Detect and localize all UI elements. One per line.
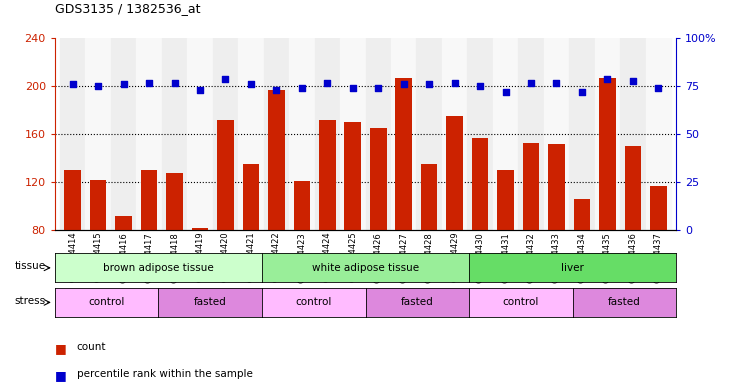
Bar: [243, 164, 260, 230]
Bar: [90, 180, 107, 230]
Point: [92, 83, 104, 89]
Bar: [391, 38, 417, 230]
Bar: [268, 90, 284, 230]
Text: percentile rank within the sample: percentile rank within the sample: [77, 369, 253, 379]
Bar: [294, 181, 310, 230]
Point: [627, 78, 639, 84]
Bar: [523, 143, 539, 230]
Point: [576, 89, 588, 95]
Text: white adipose tissue: white adipose tissue: [312, 263, 419, 273]
Text: tissue: tissue: [15, 262, 46, 271]
Bar: [595, 38, 620, 230]
Bar: [187, 38, 213, 230]
Point: [474, 83, 486, 89]
Bar: [366, 38, 391, 230]
Text: ■: ■: [55, 342, 67, 355]
Bar: [344, 122, 361, 230]
Bar: [370, 128, 387, 230]
Bar: [493, 38, 518, 230]
Point: [322, 79, 333, 86]
Bar: [166, 173, 183, 230]
Bar: [548, 144, 565, 230]
Bar: [544, 38, 569, 230]
Bar: [447, 116, 463, 230]
Bar: [340, 38, 366, 230]
Point: [143, 79, 155, 86]
Bar: [86, 38, 111, 230]
Text: fasted: fasted: [401, 297, 433, 308]
Bar: [395, 78, 412, 230]
Bar: [217, 120, 234, 230]
Point: [219, 76, 231, 82]
Bar: [497, 170, 514, 230]
Bar: [467, 38, 493, 230]
Bar: [645, 38, 671, 230]
Point: [169, 79, 181, 86]
Text: ■: ■: [55, 369, 67, 382]
Point: [449, 79, 461, 86]
Text: liver: liver: [561, 263, 584, 273]
Text: control: control: [503, 297, 539, 308]
Bar: [620, 38, 645, 230]
Text: control: control: [88, 297, 125, 308]
Text: brown adipose tissue: brown adipose tissue: [103, 263, 213, 273]
Point: [118, 81, 129, 88]
Point: [372, 85, 384, 91]
Bar: [264, 38, 289, 230]
Bar: [289, 38, 314, 230]
Bar: [599, 78, 616, 230]
Point: [270, 87, 282, 93]
Text: count: count: [77, 342, 106, 352]
Bar: [569, 38, 595, 230]
Bar: [213, 38, 238, 230]
Text: control: control: [295, 297, 332, 308]
Bar: [238, 38, 264, 230]
Text: GDS3135 / 1382536_at: GDS3135 / 1382536_at: [55, 2, 200, 15]
Bar: [518, 38, 544, 230]
Bar: [421, 164, 437, 230]
Bar: [574, 199, 590, 230]
Bar: [111, 38, 136, 230]
Bar: [141, 170, 157, 230]
Bar: [650, 186, 667, 230]
Bar: [162, 38, 187, 230]
Point: [245, 81, 257, 88]
Bar: [624, 146, 641, 230]
Bar: [115, 216, 132, 230]
Point: [347, 85, 359, 91]
Text: fasted: fasted: [194, 297, 227, 308]
Bar: [192, 228, 208, 230]
Point: [653, 85, 664, 91]
Bar: [314, 38, 340, 230]
Point: [67, 81, 78, 88]
Point: [194, 87, 206, 93]
Bar: [60, 38, 86, 230]
Point: [525, 79, 537, 86]
Point: [602, 76, 613, 82]
Bar: [471, 138, 488, 230]
Bar: [64, 170, 81, 230]
Bar: [136, 38, 162, 230]
Bar: [319, 120, 336, 230]
Point: [500, 89, 512, 95]
Text: stress: stress: [15, 296, 46, 306]
Point: [550, 79, 562, 86]
Bar: [442, 38, 467, 230]
Point: [296, 85, 308, 91]
Text: fasted: fasted: [608, 297, 641, 308]
Bar: [417, 38, 442, 230]
Point: [398, 81, 409, 88]
Point: [423, 81, 435, 88]
